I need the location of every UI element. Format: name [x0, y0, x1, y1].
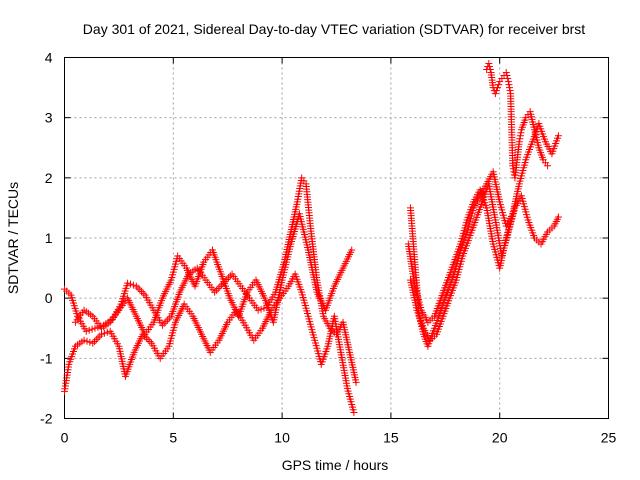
data-point-plus [495, 81, 503, 89]
series-sat-f [404, 186, 517, 326]
data-point-plus [94, 334, 102, 342]
data-point-plus [91, 337, 99, 345]
series-sat-c [71, 210, 356, 338]
data-point-plus [144, 336, 152, 344]
data-point-plus [509, 162, 517, 170]
y-tick-label: -2 [40, 411, 53, 427]
x-tick-label: 5 [169, 430, 177, 446]
data-point-plus [138, 288, 146, 296]
data-point-plus [226, 272, 234, 280]
chart-title: Day 301 of 2021, Sidereal Day-to-day VTE… [83, 21, 585, 37]
data-point-plus [83, 337, 91, 345]
x-tick-label: 10 [274, 430, 290, 446]
data-point-plus [139, 289, 147, 297]
data-point-plus [515, 138, 523, 146]
data-point-plus [89, 339, 97, 347]
data-point-plus [352, 378, 360, 386]
data-point-plus [254, 306, 262, 314]
data-point-plus [127, 280, 135, 288]
data-point-plus [506, 87, 514, 95]
data-point-plus [216, 283, 224, 291]
data-point-plus [504, 78, 512, 86]
data-point-plus [124, 279, 132, 287]
data-point-plus [97, 330, 105, 338]
data-point-plus [348, 246, 356, 254]
y-tick-label: 3 [45, 110, 53, 126]
y-axis-label: SDTVAR / TECUs [5, 182, 21, 294]
data-point-plus [136, 286, 144, 294]
y-tick-label: -1 [40, 350, 53, 366]
series-sat-d [406, 120, 562, 350]
data-point-plus [82, 327, 90, 335]
data-point-plus [211, 288, 219, 296]
data-point-plus [554, 132, 562, 140]
data-point-plus [85, 326, 93, 334]
grid [64, 57, 609, 419]
data-point-plus [132, 282, 140, 290]
data-point-plus [160, 319, 168, 327]
data-point-plus [486, 63, 494, 71]
data-point-plus [86, 338, 94, 346]
data-point-plus [225, 274, 233, 282]
data-point-plus [214, 285, 222, 293]
data-point-plus [257, 305, 265, 313]
data-point-plus [509, 210, 517, 218]
data-point-plus [516, 132, 524, 140]
data-point-plus [494, 84, 502, 92]
data-point-plus [142, 334, 150, 342]
data-point-plus [158, 321, 166, 329]
data-point-plus [505, 84, 513, 92]
data-point-plus [146, 337, 154, 345]
data-point-plus [544, 162, 552, 170]
data-point-plus [129, 281, 137, 289]
data-point-plus [516, 135, 524, 143]
data-point-plus [492, 87, 500, 95]
x-tick-label: 25 [601, 430, 617, 446]
data-point-plus [502, 69, 510, 77]
data-point-plus [505, 81, 513, 89]
data-point-plus [486, 66, 494, 74]
data-point-plus [164, 316, 172, 324]
y-tick-label: 0 [45, 290, 53, 306]
data-point-plus [554, 213, 562, 221]
data-point-plus [91, 324, 99, 332]
data-point-plus [100, 329, 108, 337]
axis-ticks: 0 5 10 15 20 25 -2 -1 0 1 2 3 4 [40, 50, 616, 446]
data-point-plus [80, 336, 88, 344]
data-point-plus [96, 332, 104, 340]
data-point-plus [503, 72, 511, 80]
data-point-plus [165, 314, 173, 322]
x-tick-label: 15 [383, 430, 399, 446]
data-point-plus [88, 325, 96, 333]
x-tick-label: 20 [492, 430, 508, 446]
data-point-plus [504, 75, 512, 83]
data-point-plus [485, 60, 493, 68]
series-sat-e [406, 180, 562, 344]
y-tick-label: 4 [45, 50, 53, 66]
data-point-plus [517, 129, 525, 137]
y-tick-label: 1 [45, 230, 53, 246]
series-sat-b [61, 270, 358, 416]
series-sat-a [61, 174, 360, 386]
data-point-plus [162, 318, 170, 326]
data-points [61, 60, 562, 416]
data-point-plus [92, 336, 100, 344]
data-point-plus [491, 90, 499, 98]
data-point-plus [134, 284, 142, 292]
data-point-plus [223, 276, 231, 284]
x-axis-label: GPS time / hours [282, 457, 389, 473]
data-point-plus [103, 328, 111, 336]
series-sat-g [483, 60, 552, 182]
data-point-plus [212, 286, 220, 294]
data-point-plus [350, 408, 358, 416]
x-tick-label: 0 [61, 430, 69, 446]
data-point-plus [218, 281, 226, 289]
y-tick-label: 2 [45, 170, 53, 186]
